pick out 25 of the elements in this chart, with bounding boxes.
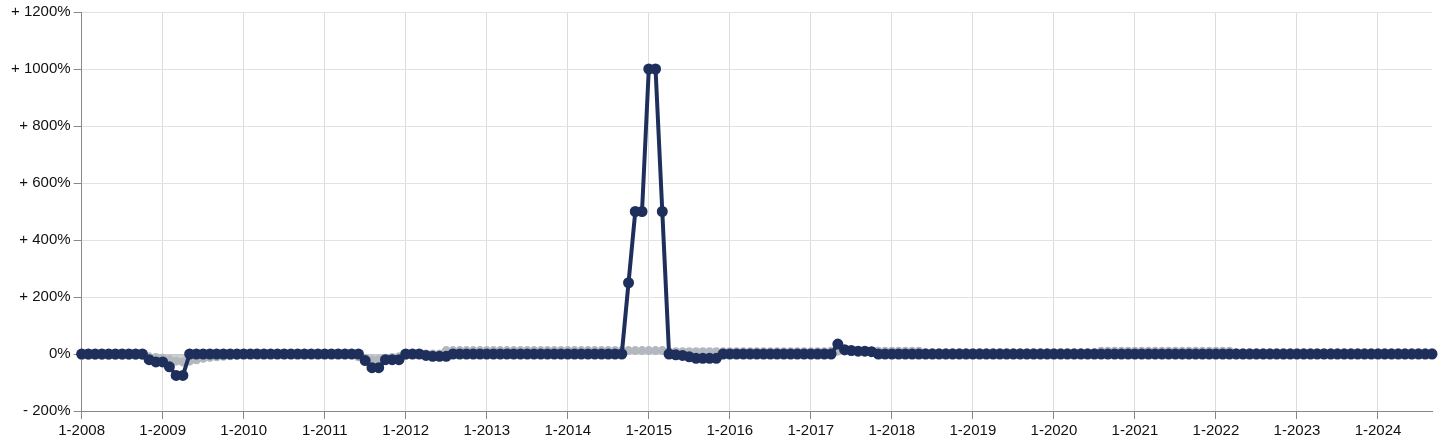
x-tick-label: 1-2021 [1111, 421, 1159, 439]
x-tick-label: 1-2022 [1192, 421, 1240, 439]
x-tick-label: 1-2018 [868, 421, 916, 439]
y-tick-label: - 200% [23, 401, 71, 419]
x-tick-label: 1-2024 [1354, 421, 1402, 439]
x-tick-label: 1-2023 [1273, 421, 1321, 439]
x-tick-label: 1-2013 [463, 421, 511, 439]
x-tick-label: 1-2014 [544, 421, 592, 439]
y-tick-label: + 1200% [10, 2, 71, 20]
x-tick-label: 1-2012 [382, 421, 430, 439]
x-tick-label: 1-2010 [220, 421, 268, 439]
y-tick-label: + 1000% [10, 59, 71, 77]
x-tick-label: 1-2015 [625, 421, 673, 439]
x-tick-label: 1-2019 [949, 421, 997, 439]
x-tick-label: 1-2009 [139, 421, 187, 439]
x-tick-label: 1-2017 [787, 421, 835, 439]
y-tick-label: + 800% [19, 116, 71, 134]
x-tick-label: 1-2011 [301, 421, 348, 439]
x-tick-label: 1-2020 [1030, 421, 1078, 439]
x-tick-label: 1-2008 [58, 421, 105, 439]
x-tick-label: 1-2016 [706, 421, 754, 439]
y-tick-label: 0% [48, 344, 71, 362]
y-tick-label: + 400% [19, 230, 71, 248]
y-tick-label: + 600% [19, 173, 71, 191]
y-tick-label: + 200% [19, 287, 71, 305]
